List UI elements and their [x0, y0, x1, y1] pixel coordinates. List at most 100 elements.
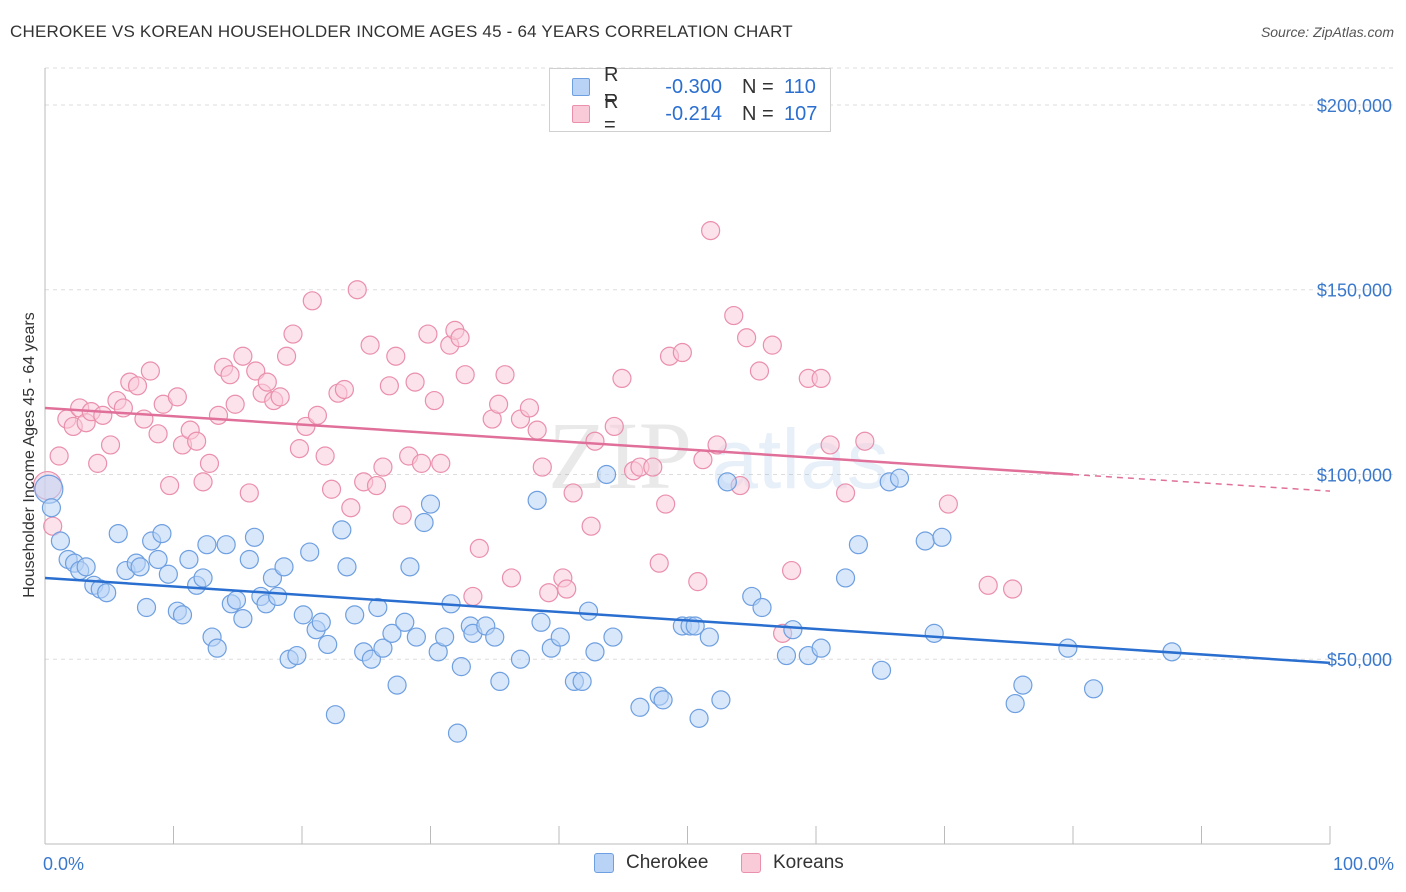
koreans-point: [656, 494, 676, 514]
koreans-point: [392, 505, 412, 525]
koreans-point: [672, 342, 692, 363]
koreans-point: [246, 361, 266, 381]
koreans-point: [418, 324, 438, 344]
koreans-point: [167, 387, 187, 407]
legend-swatch-koreans: [572, 105, 590, 123]
koreans-point: [978, 575, 998, 595]
cherokee-point: [510, 649, 531, 669]
cherokee-point: [414, 512, 434, 533]
koreans-point: [581, 516, 601, 536]
koreans-point: [208, 405, 229, 425]
legend-r-value: -0.300: [665, 75, 722, 98]
koreans-point: [585, 431, 605, 451]
cherokee-point: [835, 568, 856, 588]
x-tick-label: 100.0%: [1333, 854, 1394, 874]
legend-r-label: R =: [604, 91, 619, 136]
cherokee-trend-line: [44, 576, 1331, 665]
bottom-legend-cherokee: Cherokee: [594, 852, 708, 874]
koreans-point: [604, 416, 624, 437]
cherokee-point: [152, 523, 172, 544]
y-tick-label: $50,000: [1327, 650, 1392, 670]
cherokee-point: [711, 690, 731, 710]
cherokee-point: [193, 568, 213, 588]
cherokee-point: [337, 557, 357, 577]
koreans-point: [424, 390, 444, 411]
koreans-point: [489, 394, 509, 414]
cherokee-point: [300, 542, 320, 562]
cherokee-point: [527, 490, 547, 510]
koreans-point: [148, 424, 168, 444]
cherokee-point: [76, 557, 96, 577]
bottom-legend-label-cherokee: Cherokee: [626, 852, 709, 873]
koreans-point: [688, 572, 708, 592]
y-tick-labels: $50,000 $100,000 $150,000 $200,000: [1317, 96, 1392, 670]
chart-title: CHEROKEE VS KOREAN HOUSEHOLDER INCOME AG…: [10, 22, 793, 41]
koreans-point: [49, 446, 69, 466]
cherokee-point: [531, 612, 551, 632]
cherokee-point: [924, 623, 944, 643]
bottom-legend-koreans: Koreans: [741, 852, 844, 874]
cherokee-point: [932, 527, 952, 547]
cherokee-point: [1058, 638, 1078, 658]
cherokee-point: [136, 597, 157, 618]
koreans-point: [519, 398, 540, 418]
y-tick-label: $200,000: [1317, 96, 1392, 116]
cherokee-point: [345, 605, 365, 625]
cherokee-point: [108, 523, 128, 544]
cherokee-point: [776, 645, 797, 666]
cherokee-point: [274, 557, 294, 577]
cherokee-point: [361, 649, 381, 669]
cherokee-point: [50, 531, 71, 551]
cherokee-point: [311, 612, 331, 632]
koreans-point: [724, 305, 744, 326]
koreans-point: [811, 368, 831, 388]
cherokee-point: [318, 634, 338, 655]
cherokee-point: [550, 627, 570, 647]
cherokee-point: [287, 645, 307, 666]
koreans-point: [539, 583, 559, 603]
cherokee-point: [262, 568, 283, 588]
cherokee-point: [420, 494, 441, 514]
koreans-point: [270, 387, 290, 407]
legend-row-cherokee: R = -0.300 N = 110: [572, 64, 816, 109]
koreans-point: [938, 494, 958, 514]
cherokee-point: [158, 564, 178, 584]
axes: [44, 68, 1331, 845]
watermark: ZIP atlas: [548, 402, 889, 509]
koreans-point: [160, 475, 180, 496]
y-axis-label: Householder Income Ages 45 - 64 years: [21, 312, 38, 598]
koreans-point: [563, 483, 583, 503]
cherokee-point: [395, 612, 415, 632]
cherokee-point: [207, 638, 227, 658]
cherokee-point: [293, 605, 313, 625]
koreans-point: [693, 450, 713, 470]
cherokee-point: [435, 627, 455, 647]
cherokee-point: [373, 638, 393, 658]
x-tick-label: 0.0%: [43, 854, 84, 874]
cherokee-point: [653, 690, 673, 710]
koreans-point: [431, 453, 451, 473]
cherokee-point: [97, 583, 117, 603]
cherokee-point: [811, 638, 831, 658]
cherokee-point: [752, 597, 772, 618]
legend-row-koreans: R = -0.214 N = 107: [572, 91, 817, 136]
koreans-point: [289, 439, 310, 459]
y-tick-label: $150,000: [1317, 281, 1392, 301]
koreans-trend-extension: [1072, 473, 1331, 492]
koreans-point: [649, 553, 669, 573]
koreans-point: [283, 324, 303, 344]
cherokee-point: [332, 520, 352, 540]
koreans-point: [643, 457, 663, 477]
cherokee-point: [239, 549, 259, 570]
koreans-point: [386, 346, 406, 366]
cherokee-point: [447, 723, 468, 743]
cherokee-point: [41, 498, 62, 518]
koreans-point: [527, 420, 547, 440]
cherokee-point: [368, 597, 388, 618]
koreans-point: [612, 368, 632, 388]
koreans-point: [193, 472, 213, 492]
cherokee-point: [267, 586, 288, 607]
cherokee-point: [216, 535, 236, 555]
koreans-point: [405, 372, 425, 392]
